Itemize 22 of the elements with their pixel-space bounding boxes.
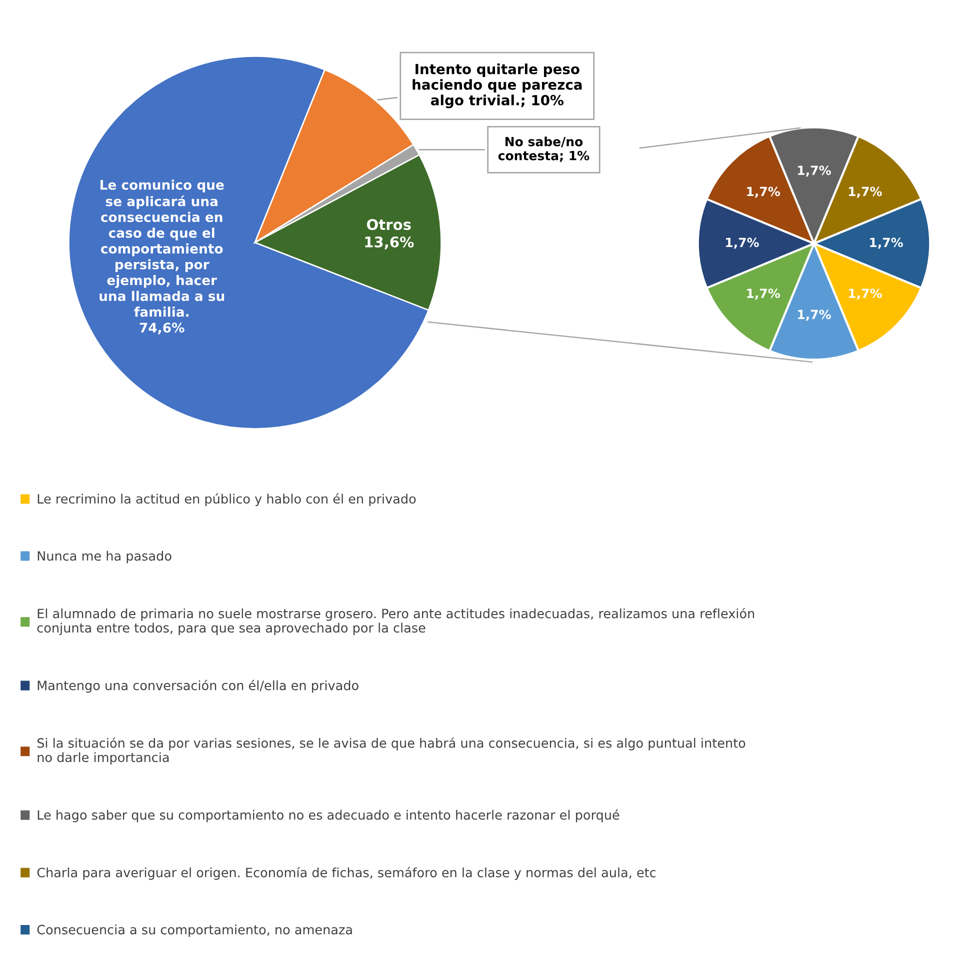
data-label: 1,7% [798,166,831,177]
legend-label: El alumnado de primaria no suele mostrarse grosero. Pero ante actitudes inadecuadas, realizamos una reflexión conjunta entre todos, para que sea aprovechado por la clase [37,608,754,636]
data-label: 1,7% [726,238,759,249]
data-label: 1,7% [747,288,780,300]
data-label: 1,7% [849,186,882,198]
legend-label: Le hago saber que su comportamiento no es adecuado e intento hacerle razonar el porqué [38,809,620,822]
slice-label: No sabe/no contesta; 1% [498,136,590,162]
slice-label: Otros [366,219,411,230]
data-label: 1,7% [849,288,882,300]
legend-label: Nunca me ha pasado [38,550,172,564]
data-label: 74,6% [140,322,184,334]
data-label: 1,7% [798,310,831,321]
legend-label: Si la situación se da por varias sesiones, se le avisa de que habrá una consecuencia, si es algo puntual intento no darle importancia [37,737,746,765]
slice-label: Intento quitarle peso haciendo que parezca algo trivial.; 10% [412,64,582,108]
data-label: 1,7% [870,238,903,249]
legend-label: Charla para averiguar el origen. Economía de fichas, semáforo en la clase y normas del aula, etc [37,866,656,880]
data-label: 13,6% [365,236,414,250]
category-label: Le comunico que se aplicará una consecuencia en caso de que el comportamiento persista, por ejemplo, hacer una llamada a su familia. [100,180,224,317]
legend-label: Consecuencia a su comportamiento, no amenaza [37,924,352,937]
data-label: 1,7% [747,186,780,198]
legend-label: Mantengo una conversación con él/ella en privado [38,680,358,693]
legend-label: Le recrimino la actitud en público y hablo con él en privado [38,493,416,506]
